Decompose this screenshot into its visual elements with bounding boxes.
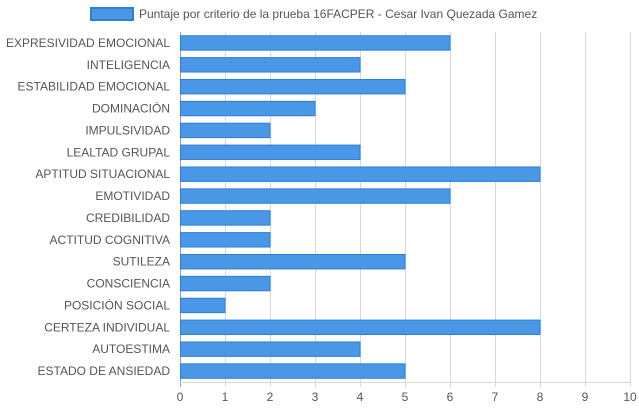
bar[interactable] bbox=[180, 275, 271, 292]
legend-label[interactable]: Puntaje por criterio de la prueba 16FACP… bbox=[139, 7, 537, 21]
bar[interactable] bbox=[180, 100, 316, 117]
bar[interactable] bbox=[180, 188, 451, 204]
category-label: CONSCIENCIA bbox=[87, 277, 170, 291]
x-tick-label: 1 bbox=[222, 390, 229, 404]
bar[interactable] bbox=[180, 253, 406, 270]
category-label: CREDIBILIDAD bbox=[86, 211, 170, 225]
bar[interactable] bbox=[180, 166, 541, 182]
x-tick-label: 5 bbox=[402, 390, 409, 404]
x-tick-labels: 0 1 2 3 4 5 6 7 8 9 10 bbox=[177, 390, 637, 404]
bar[interactable] bbox=[180, 122, 271, 139]
category-label: ESTADO DE ANSIEDAD bbox=[38, 364, 171, 378]
bar[interactable] bbox=[180, 57, 361, 73]
category-label: EXPRESIVIDAD EMOCIONAL bbox=[6, 36, 170, 50]
bar[interactable] bbox=[180, 78, 406, 95]
bar[interactable] bbox=[180, 35, 451, 51]
category-label: ACTITUD COGNITIVA bbox=[50, 233, 170, 247]
category-label: ESTABILIDAD EMOCIONAL bbox=[18, 80, 171, 94]
category-label: CERTEZA INDIVIDUAL bbox=[44, 320, 170, 334]
category-label: LEALTAD GRUPAL bbox=[67, 145, 171, 159]
bar[interactable] bbox=[180, 297, 226, 314]
x-tick-label: 6 bbox=[447, 390, 454, 404]
legend[interactable]: Puntaje por criterio de la prueba 16FACP… bbox=[90, 7, 537, 21]
category-label: DOMINACIÓN bbox=[92, 101, 170, 116]
category-label: POSICIÓN SOCIAL bbox=[64, 297, 170, 312]
x-tick-label: 7 bbox=[492, 390, 499, 404]
category-label: APTITUD SITUACIONAL bbox=[35, 167, 170, 181]
bar[interactable] bbox=[180, 363, 406, 379]
category-label: SUTILEZA bbox=[113, 255, 170, 269]
x-tick-label: 10 bbox=[623, 390, 637, 404]
category-label: EMOTIVIDAD bbox=[95, 189, 170, 203]
x-tick-label: 9 bbox=[582, 390, 589, 404]
x-tick-label: 4 bbox=[357, 390, 364, 404]
bar[interactable] bbox=[180, 341, 361, 357]
x-tick-label: 0 bbox=[177, 390, 184, 404]
x-tick-label: 3 bbox=[312, 390, 319, 404]
x-tick-label: 2 bbox=[267, 390, 274, 404]
bar[interactable] bbox=[180, 210, 271, 226]
bar[interactable] bbox=[180, 232, 271, 248]
category-label: INTELIGENCIA bbox=[87, 58, 170, 72]
category-label: AUTOESTIMA bbox=[92, 342, 170, 356]
bar[interactable] bbox=[180, 319, 541, 336]
bars bbox=[180, 35, 541, 379]
bar[interactable] bbox=[180, 144, 361, 161]
x-tick-label: 8 bbox=[537, 390, 544, 404]
legend-swatch[interactable] bbox=[90, 7, 134, 21]
category-labels: EXPRESIVIDAD EMOCIONAL INTELIGENCIA ESTABI… bbox=[6, 36, 170, 378]
category-label: IMPULSIVIDAD bbox=[85, 123, 170, 137]
